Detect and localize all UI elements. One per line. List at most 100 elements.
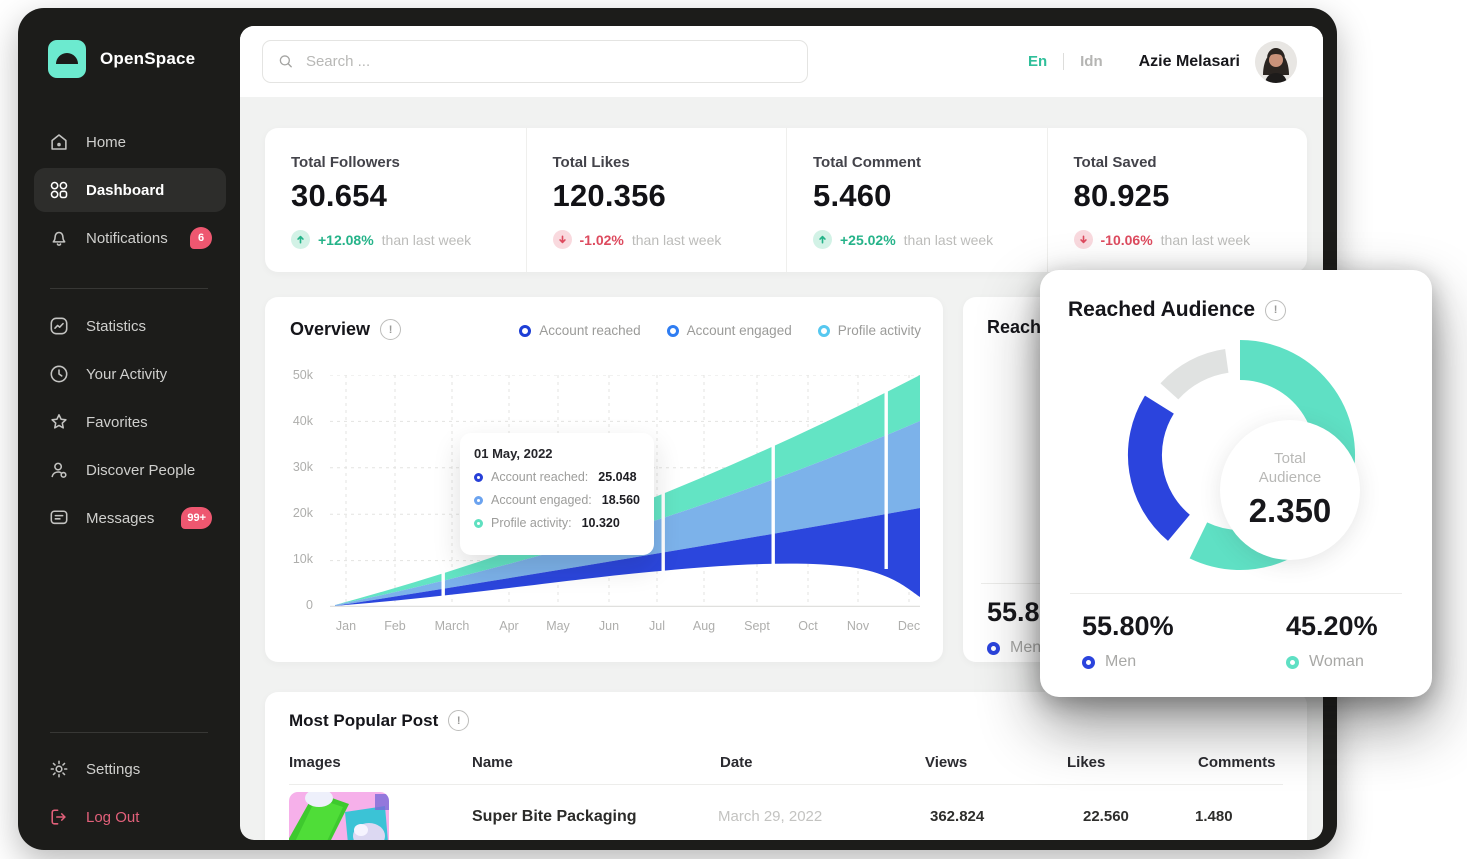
tooltip-label: Profile activity: <box>491 516 572 530</box>
x-tick: Aug <box>692 619 716 633</box>
sidebar-item-label: Dashboard <box>86 181 165 199</box>
info-icon[interactable] <box>448 710 470 731</box>
person-search-icon <box>51 462 67 478</box>
sidebar-item-messages[interactable]: Messages 99+ <box>34 496 226 540</box>
post-likes: 22.560 <box>1083 808 1129 825</box>
trend-down-icon <box>552 230 572 249</box>
y-tick: 30k <box>292 460 313 474</box>
x-tick: March <box>434 619 470 633</box>
legend-dot-icon <box>817 324 830 337</box>
sidebar-item-label: Settings <box>86 760 141 778</box>
sidebar: OpenSpace Home Dashboard Notifications 6… <box>18 8 240 850</box>
sidebar-item-dashboard[interactable]: Dashboard <box>34 168 226 212</box>
language-en[interactable]: En <box>1027 53 1048 70</box>
stat-caption: than last week <box>631 231 722 248</box>
stat-delta: +12.08% <box>318 231 374 248</box>
y-tick: 0 <box>306 598 313 612</box>
logout-icon <box>51 809 66 825</box>
sidebar-divider <box>50 732 208 733</box>
woman-label: Woman <box>1309 653 1364 670</box>
search-icon <box>279 55 292 68</box>
user-name[interactable]: Azie Melasari <box>1138 52 1240 70</box>
info-icon[interactable] <box>1265 299 1287 321</box>
dashboard-grid-icon <box>50 181 68 199</box>
messages-badge: 99+ <box>181 507 212 529</box>
language-separator <box>1063 53 1065 70</box>
column-header-likes: Likes <box>1067 754 1106 771</box>
stat-total-likes: Total Likes 120.356 -1.02% than last wee… <box>525 128 787 272</box>
stat-caption: than last week <box>1160 231 1251 248</box>
sidebar-item-label: Discover People <box>86 461 196 479</box>
search-input[interactable] <box>305 53 793 70</box>
legend-label: Account engaged <box>686 323 792 338</box>
tooltip-value: 18.560 <box>601 493 640 507</box>
sidebar-item-label: Your Activity <box>86 365 168 383</box>
legend-label: Profile activity <box>837 323 921 338</box>
gear-icon <box>50 760 68 778</box>
most-popular-post-card: Most Popular Post Images Name Date Views… <box>265 692 1307 840</box>
stat-delta: +25.02% <box>840 231 896 248</box>
trend-down-icon <box>1073 230 1093 249</box>
divider <box>1070 593 1402 594</box>
info-icon[interactable] <box>380 319 402 340</box>
legend-account-reached[interactable]: Account reached <box>519 323 641 338</box>
legend-label: Account reached <box>539 323 641 338</box>
trend-up-icon <box>813 230 832 249</box>
bell-icon <box>52 231 66 246</box>
x-tick: May <box>546 619 570 633</box>
tooltip-label: Account reached: <box>491 470 589 484</box>
donut-chart: Total Audience 2.350 <box>1090 305 1390 605</box>
column-header-views: Views <box>925 754 968 771</box>
donut-center-label: Total <box>1274 449 1306 467</box>
avatar[interactable] <box>1255 40 1297 83</box>
column-header-images: Images <box>289 754 341 771</box>
stat-label: Total Saved <box>1073 154 1157 171</box>
stat-label: Total Followers <box>291 154 400 171</box>
language-idn[interactable]: Idn <box>1080 53 1103 70</box>
stat-total-saved: Total Saved 80.925 -10.06% than last wee… <box>1046 128 1308 272</box>
x-tick: Nov <box>846 619 870 633</box>
stat-caption: than last week <box>381 231 472 248</box>
reached-audience-title: Reached Audience <box>1068 298 1256 321</box>
stat-value: 80.925 <box>1073 178 1170 213</box>
sidebar-item-logout[interactable]: Log Out <box>34 795 226 839</box>
sidebar-divider <box>50 288 208 289</box>
sidebar-item-notifications[interactable]: Notifications 6 <box>34 216 226 260</box>
sidebar-item-discover-people[interactable]: Discover People <box>34 448 226 492</box>
column-header-name: Name <box>472 754 513 771</box>
sidebar-item-statistics[interactable]: Statistics <box>34 304 226 348</box>
divider <box>289 784 1283 785</box>
legend-dot-icon <box>519 324 532 337</box>
sidebar-item-settings[interactable]: Settings <box>34 747 226 791</box>
stat-total-followers: Total Followers 30.654 +12.08% than last… <box>265 128 526 272</box>
search-box[interactable] <box>262 40 808 83</box>
x-tick: Sept <box>744 619 770 633</box>
sidebar-item-favorites[interactable]: Favorites <box>34 400 226 444</box>
legend-profile-activity[interactable]: Profile activity <box>817 323 921 338</box>
woman-percentage: 45.20% <box>1286 611 1378 641</box>
chart-legend: Account reached Account engaged Profile … <box>519 323 921 338</box>
sidebar-item-label: Messages <box>86 509 155 527</box>
men-label: Men <box>1105 653 1137 670</box>
tooltip-value: 10.320 <box>581 516 620 530</box>
chart-tooltip: 01 May, 2022 Account reached: 25.048 Acc… <box>460 433 654 555</box>
sidebar-item-your-activity[interactable]: Your Activity <box>34 352 226 396</box>
tooltip-dot-icon <box>474 472 483 482</box>
x-tick: Apr <box>499 619 519 633</box>
sidebar-item-home[interactable]: Home <box>34 120 226 164</box>
notifications-badge: 6 <box>190 227 212 249</box>
x-tick: Jun <box>598 619 620 633</box>
message-icon <box>50 510 68 525</box>
home-icon <box>51 134 67 150</box>
post-image <box>289 792 389 840</box>
stat-delta: -10.06% <box>1100 231 1153 248</box>
topbar-right: En Idn Azie Melasari <box>1028 26 1297 97</box>
total-audience-value: 2.350 <box>1248 492 1332 530</box>
donut-center: Total Audience 2.350 <box>1220 420 1360 560</box>
main-content: En Idn Azie Melasari Total Follo <box>240 26 1323 840</box>
x-tick: Dec <box>897 619 921 633</box>
month-highlight-lines <box>441 390 888 604</box>
area-account-engaged <box>335 421 920 606</box>
legend-account-engaged[interactable]: Account engaged <box>666 323 792 338</box>
woman-percentage-block: 45.20% Woman <box>1286 611 1378 671</box>
